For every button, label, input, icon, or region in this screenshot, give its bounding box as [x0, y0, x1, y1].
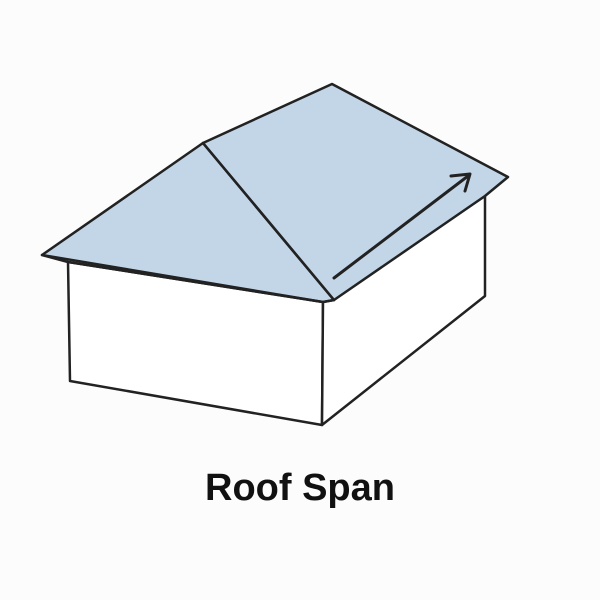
diagram-caption: Roof Span: [205, 467, 395, 509]
span-arrow: [332, 174, 470, 280]
hip-line: [201, 141, 336, 302]
eave-line: [40, 253, 336, 304]
span-arrow-head: [449, 172, 472, 193]
